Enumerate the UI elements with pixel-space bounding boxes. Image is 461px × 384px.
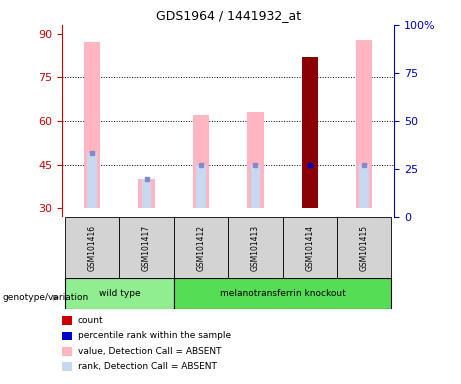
Text: count: count (78, 316, 104, 325)
Bar (305, 165, 315, 208)
Text: GSM101414: GSM101414 (305, 225, 314, 271)
Bar (228, 217, 283, 278)
Text: GSM101416: GSM101416 (88, 225, 97, 271)
Text: GSM101417: GSM101417 (142, 225, 151, 271)
Text: value, Detection Call = ABSENT: value, Detection Call = ABSENT (78, 347, 221, 356)
Bar (359, 165, 369, 208)
Bar (337, 217, 391, 278)
Bar (87, 153, 97, 208)
Bar (247, 112, 264, 208)
Bar (196, 165, 206, 208)
Bar (65, 278, 174, 309)
Text: melanotransferrin knockout: melanotransferrin knockout (220, 289, 345, 298)
Bar (174, 217, 228, 278)
Bar (84, 42, 100, 208)
Bar (174, 278, 391, 309)
Bar (65, 217, 119, 278)
Text: GSM101412: GSM101412 (196, 225, 206, 271)
Title: GDS1964 / 1441932_at: GDS1964 / 1441932_at (156, 9, 301, 22)
Text: GSM101413: GSM101413 (251, 225, 260, 271)
Bar (250, 165, 260, 208)
Bar (356, 40, 372, 208)
Text: GSM101415: GSM101415 (360, 225, 369, 271)
Text: genotype/variation: genotype/variation (2, 293, 89, 302)
Bar (193, 115, 209, 208)
Text: rank, Detection Call = ABSENT: rank, Detection Call = ABSENT (78, 362, 217, 371)
Bar (301, 57, 318, 208)
Bar (119, 217, 174, 278)
Text: percentile rank within the sample: percentile rank within the sample (78, 331, 231, 341)
Bar (283, 217, 337, 278)
Text: wild type: wild type (99, 289, 140, 298)
Bar (142, 179, 152, 208)
Bar (138, 179, 155, 208)
